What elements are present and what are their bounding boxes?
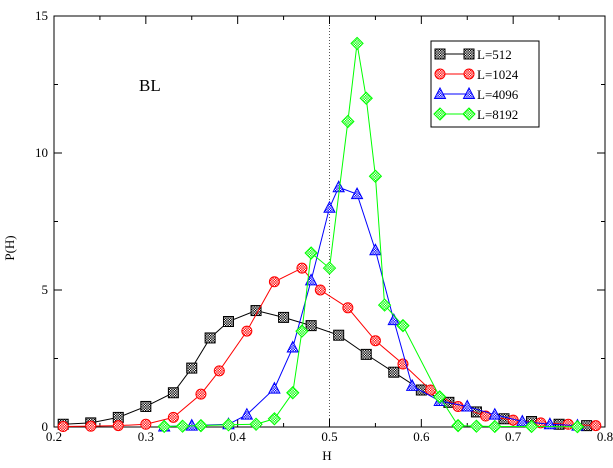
data-point bbox=[241, 325, 253, 337]
x-tick-label: 0.2 bbox=[46, 429, 62, 444]
y-axis-title: P(H) bbox=[2, 235, 17, 260]
data-point bbox=[341, 114, 355, 129]
y-tick-label: 10 bbox=[35, 145, 48, 160]
data-point bbox=[305, 320, 317, 332]
series-line bbox=[164, 43, 578, 428]
data-point bbox=[451, 418, 465, 433]
data-point bbox=[322, 261, 337, 275]
data-point bbox=[85, 420, 97, 432]
data-point bbox=[213, 365, 225, 377]
data-point bbox=[175, 419, 190, 433]
data-point bbox=[359, 91, 373, 105]
data-point bbox=[221, 418, 236, 432]
data-point bbox=[570, 420, 585, 434]
data-point bbox=[195, 388, 207, 400]
data-point bbox=[368, 169, 383, 183]
data-point bbox=[388, 366, 400, 378]
data-point bbox=[469, 419, 484, 433]
data-point bbox=[140, 418, 152, 430]
legend-label: L=512 bbox=[477, 47, 512, 62]
data-point bbox=[286, 386, 300, 400]
data-point bbox=[432, 390, 447, 404]
data-point bbox=[286, 340, 300, 353]
legend: L=512 L=1024 L=4096 L=8192 bbox=[430, 40, 540, 128]
data-point bbox=[185, 418, 199, 431]
data-point bbox=[360, 348, 372, 360]
legend-label: L=4096 bbox=[477, 87, 519, 102]
data-point bbox=[333, 329, 345, 341]
x-tick-label: 0.3 bbox=[138, 429, 154, 444]
data-point bbox=[377, 298, 392, 312]
data-point bbox=[278, 311, 290, 323]
data-point bbox=[57, 420, 69, 432]
data-point bbox=[425, 384, 437, 396]
data-point bbox=[204, 332, 216, 344]
legend-label: L=1024 bbox=[477, 67, 519, 82]
data-point bbox=[295, 324, 309, 338]
series-1 bbox=[57, 305, 593, 432]
data-point bbox=[332, 180, 346, 193]
x-axis-title: H bbox=[322, 448, 331, 463]
data-point bbox=[240, 407, 254, 420]
legend-marker bbox=[462, 86, 476, 99]
data-point bbox=[387, 313, 401, 326]
x-tick-label: 0.4 bbox=[230, 429, 247, 444]
data-point bbox=[342, 302, 354, 314]
data-point bbox=[194, 418, 208, 433]
legend-box bbox=[430, 40, 540, 128]
x-tick-label: 0.6 bbox=[413, 429, 430, 444]
data-point bbox=[314, 284, 326, 296]
y-tick-label: 0 bbox=[42, 419, 49, 434]
data-point bbox=[186, 362, 198, 374]
data-point bbox=[524, 419, 539, 434]
data-point bbox=[323, 200, 336, 213]
data-point bbox=[112, 420, 124, 432]
legend-marker bbox=[463, 68, 475, 80]
y-tick-label: 5 bbox=[42, 282, 49, 297]
chart-annotation: BL bbox=[139, 76, 161, 95]
series-2 bbox=[57, 262, 602, 432]
data-point bbox=[350, 187, 364, 200]
plot-area: 0.2 0.3 0.4 0.5 0.6 0.7 0.8051015L=512L=1024L=… bbox=[35, 8, 613, 444]
data-point bbox=[460, 399, 474, 412]
legend-marker bbox=[434, 48, 446, 60]
x-tick-label: 0.7 bbox=[505, 429, 522, 444]
data-point bbox=[157, 419, 171, 434]
data-point bbox=[304, 246, 318, 260]
data-point bbox=[167, 411, 179, 423]
data-point bbox=[470, 406, 482, 418]
data-point bbox=[267, 412, 282, 426]
data-point bbox=[140, 400, 152, 412]
data-point bbox=[369, 335, 381, 347]
x-tick-label: 0.8 bbox=[597, 429, 613, 444]
series-3 bbox=[157, 180, 584, 432]
data-point bbox=[369, 243, 382, 256]
legend-marker bbox=[433, 86, 447, 99]
data-point bbox=[249, 417, 263, 431]
data-point bbox=[405, 378, 419, 391]
y-tick-label: 15 bbox=[35, 8, 48, 23]
legend-marker bbox=[463, 48, 475, 60]
series-4 bbox=[157, 36, 585, 434]
data-point bbox=[488, 407, 502, 420]
data-point bbox=[396, 318, 410, 333]
data-point bbox=[590, 420, 602, 432]
data-point bbox=[350, 36, 364, 51]
legend-marker bbox=[434, 68, 446, 80]
data-point bbox=[268, 381, 281, 394]
data-point bbox=[268, 276, 280, 288]
data-point bbox=[296, 262, 308, 274]
legend-marker bbox=[433, 107, 447, 121]
data-point bbox=[452, 400, 464, 412]
series-line bbox=[164, 186, 578, 427]
data-point bbox=[167, 387, 179, 399]
data-point bbox=[488, 419, 502, 434]
legend-label: L=8192 bbox=[477, 107, 518, 122]
legend-marker bbox=[462, 107, 476, 121]
x-tick-label: 0.5 bbox=[321, 429, 337, 444]
data-point bbox=[222, 316, 234, 328]
data-point bbox=[562, 418, 574, 430]
